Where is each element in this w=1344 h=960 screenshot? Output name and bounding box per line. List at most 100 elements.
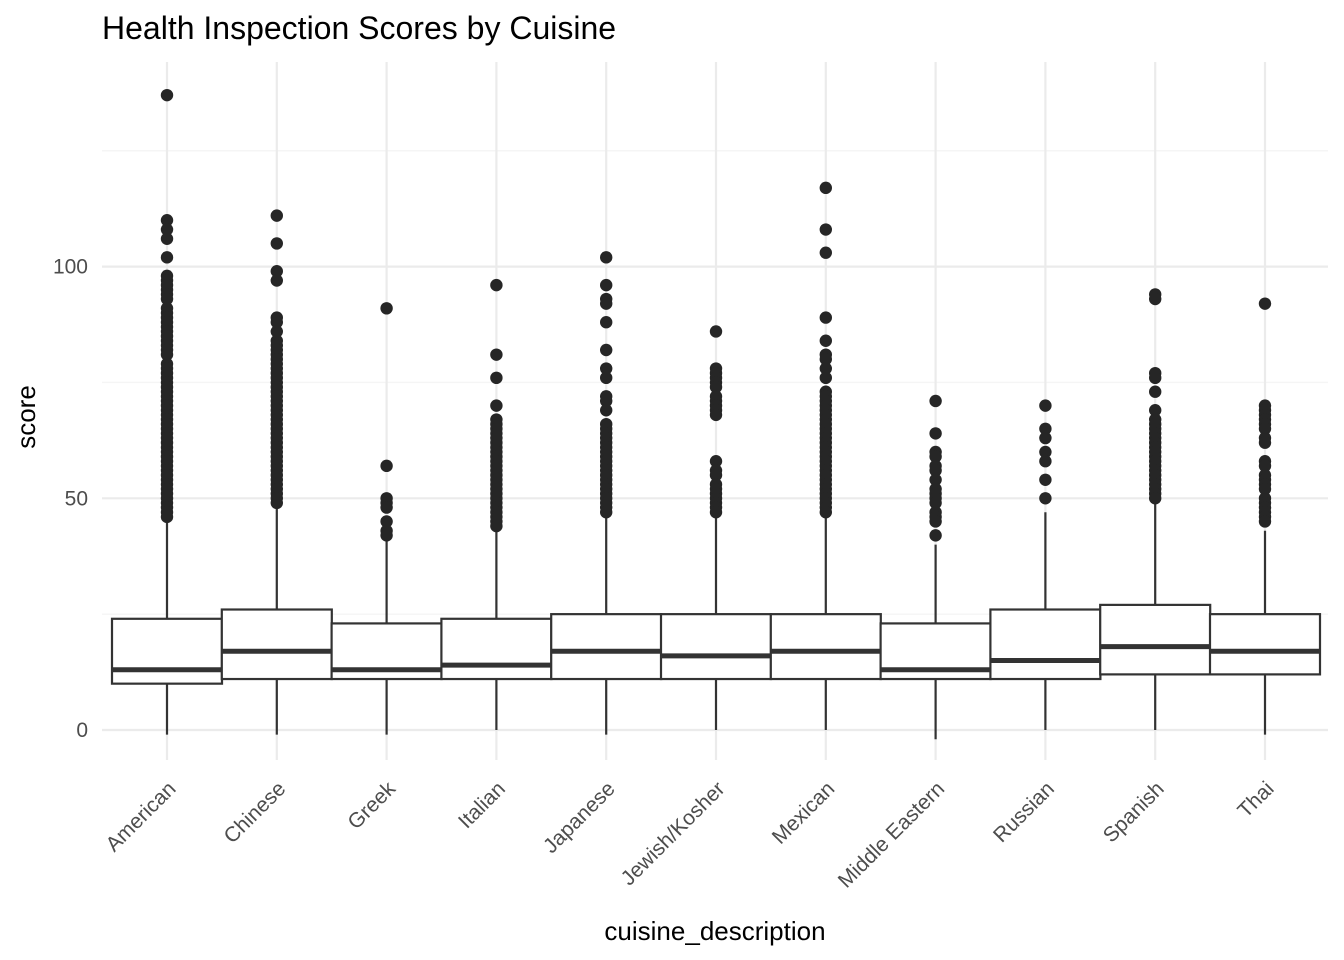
- box-iqr: [440, 617, 553, 681]
- outlier-point: [1258, 297, 1272, 310]
- outlier-point: [600, 394, 613, 408]
- outlier-point: [709, 506, 723, 519]
- outlier-point: [1149, 404, 1162, 417]
- outlier-point: [600, 251, 613, 264]
- outlier-point: [600, 506, 613, 519]
- x-tick-label: Mexican: [768, 777, 840, 849]
- outlier-point: [819, 506, 832, 519]
- x-tick-label: Russian: [989, 777, 1059, 847]
- outlier-point: [929, 515, 942, 528]
- outlier-point: [929, 464, 942, 477]
- outlier-point: [929, 427, 942, 440]
- box-iqr: [769, 613, 882, 681]
- outlier-point: [490, 399, 503, 412]
- outlier-point: [380, 302, 393, 315]
- x-tick-label: Italian: [454, 777, 510, 833]
- outlier-point: [160, 88, 174, 102]
- outlier-point: [929, 496, 942, 510]
- x-tick-label: Spanish: [1099, 777, 1169, 847]
- outlier-point: [380, 515, 393, 528]
- x-tick-label: Thai: [1233, 777, 1278, 822]
- x-tick-label: Chinese: [220, 777, 291, 848]
- outlier-point: [600, 362, 613, 375]
- outlier-point: [600, 371, 613, 385]
- outlier-point: [709, 408, 723, 422]
- outlier-point: [929, 394, 942, 408]
- y-axis-title: score: [11, 385, 41, 449]
- outlier-point: [1149, 292, 1162, 306]
- box-jewish-kosher: [659, 325, 773, 730]
- outlier-point: [380, 501, 393, 514]
- outlier-point: [1039, 473, 1052, 486]
- box-iqr: [659, 613, 773, 681]
- outlier-point: [1258, 515, 1272, 528]
- box-iqr: [220, 608, 333, 681]
- y-tick-label: 50: [65, 487, 88, 510]
- outlier-point: [380, 529, 393, 542]
- box-italian: [440, 278, 553, 730]
- outlier-point: [490, 278, 503, 292]
- box-spanish: [1099, 288, 1212, 730]
- x-axis-ticks: American Chinese Greek Italian JapaneseJewis…: [102, 777, 1279, 893]
- box-thai: [1208, 297, 1322, 735]
- outlier-point: [270, 274, 283, 287]
- outlier-point: [819, 223, 832, 236]
- outlier-point: [600, 316, 613, 329]
- outlier-point: [160, 348, 174, 361]
- outlier-point: [490, 519, 503, 533]
- box-iqr: [550, 613, 663, 681]
- chart-title: Health Inspection Scores by Cuisine: [102, 10, 616, 46]
- outlier-point: [819, 362, 832, 375]
- outlier-point: [1149, 385, 1162, 398]
- x-tick-label: Greek: [343, 777, 400, 834]
- outlier-point: [929, 473, 942, 486]
- outlier-point: [929, 529, 942, 542]
- x-tick-label: Japanese: [539, 777, 620, 858]
- box-iqr: [989, 608, 1102, 681]
- outlier-point: [270, 316, 283, 329]
- outlier-point: [1039, 445, 1052, 459]
- box-middle-eastern: [879, 394, 992, 740]
- outlier-point: [160, 214, 174, 227]
- outlier-point: [600, 404, 613, 417]
- outlier-point: [819, 334, 832, 347]
- outlier-point: [709, 380, 723, 394]
- outlier-point: [819, 246, 832, 259]
- outlier-point: [1039, 492, 1052, 505]
- box-japanese: [550, 251, 663, 735]
- outlier-point: [270, 209, 283, 222]
- outlier-point: [270, 325, 283, 338]
- outlier-point: [160, 251, 174, 264]
- outlier-point: [1039, 455, 1052, 468]
- outlier-point: [929, 450, 942, 463]
- outlier-point: [160, 292, 174, 306]
- outlier-point: [270, 496, 283, 510]
- y-tick-label: 0: [76, 719, 88, 742]
- outlier-point: [600, 297, 613, 310]
- outlier-point: [490, 348, 503, 361]
- outlier-point: [1149, 371, 1162, 385]
- outlier-point: [1258, 422, 1272, 435]
- x-tick-label: Middle Eastern: [834, 777, 949, 892]
- box-american: [110, 88, 224, 735]
- box-mexican: [769, 181, 882, 730]
- outlier-point: [160, 232, 174, 245]
- outlier-point: [709, 455, 723, 468]
- y-tick-label: 100: [53, 256, 88, 279]
- x-tick-label: American: [102, 777, 181, 856]
- outlier-point: [709, 468, 723, 482]
- outlier-point: [270, 265, 283, 278]
- outlier-point: [1258, 436, 1272, 449]
- outlier-point: [1149, 492, 1162, 505]
- x-tick-label: Jewish/Kosher: [617, 777, 730, 890]
- y-axis-ticks: 0 50 100: [53, 256, 88, 742]
- outlier-point: [160, 510, 174, 524]
- outlier-point: [709, 325, 723, 338]
- outlier-point: [1258, 482, 1272, 496]
- box-greek: [330, 302, 443, 735]
- outlier-point: [380, 459, 393, 473]
- box-iqr: [1208, 613, 1322, 676]
- outlier-point: [1039, 422, 1052, 435]
- box-iqr: [1099, 603, 1212, 676]
